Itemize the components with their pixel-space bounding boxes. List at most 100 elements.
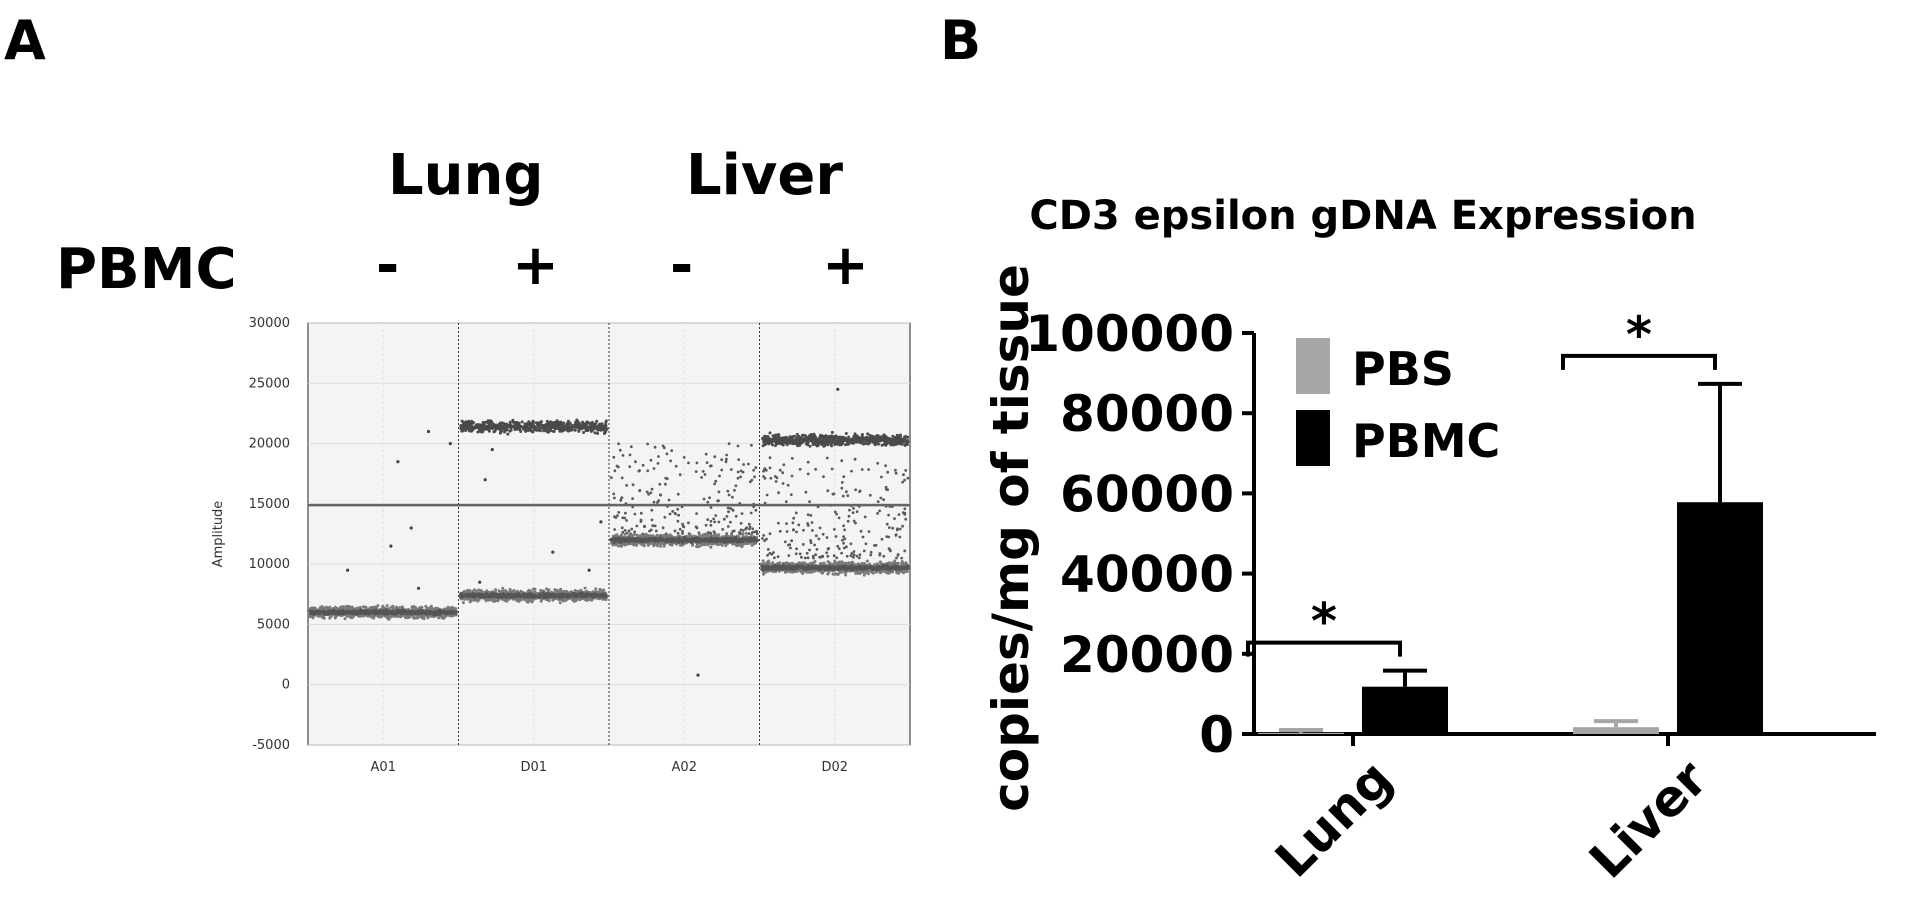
droplet-point — [595, 594, 599, 598]
droplet-point — [729, 520, 732, 524]
droplet-point — [497, 593, 501, 597]
droplet-point — [426, 615, 430, 619]
droplet-point — [635, 543, 639, 547]
droplet-point — [549, 422, 553, 426]
droplet-point — [448, 610, 451, 614]
droplet-point — [369, 610, 373, 614]
droplet-point — [670, 449, 674, 452]
droplet-point — [638, 469, 641, 472]
droplet-point — [709, 506, 713, 509]
droplet-point — [676, 507, 680, 511]
droplet-point — [516, 426, 520, 429]
droplet-point — [714, 514, 718, 517]
droplet-point — [639, 520, 643, 523]
droplet-point — [468, 600, 472, 604]
droplet-point — [649, 458, 653, 462]
droplet-point — [646, 442, 649, 446]
droplet-point — [478, 423, 482, 427]
droplet-point — [599, 425, 602, 428]
droplet-point — [508, 587, 512, 591]
droplet-point — [312, 606, 316, 610]
droplet-point — [587, 568, 591, 572]
droplet-point — [464, 420, 468, 424]
droplet-point — [650, 508, 654, 512]
droplet-point — [613, 528, 616, 531]
droplet-point — [630, 527, 634, 531]
droplet-point — [526, 600, 530, 604]
droplet-point — [713, 520, 717, 524]
droplet-point — [422, 617, 426, 621]
droplet-point — [697, 532, 701, 536]
droplet-point — [463, 426, 467, 430]
droplet-point — [722, 517, 726, 521]
droplet-point — [604, 419, 608, 423]
droplet-point — [341, 608, 345, 612]
droplet-point — [709, 523, 713, 527]
droplet-point — [476, 599, 480, 603]
droplet-point — [669, 459, 672, 463]
droplet-point — [631, 497, 634, 500]
droplet-point — [426, 429, 431, 434]
droplet-point — [656, 462, 660, 465]
droplet-point — [747, 522, 751, 526]
droplet-point — [566, 423, 569, 427]
droplet-point — [629, 445, 633, 449]
droplet-point — [361, 610, 365, 614]
droplet-point — [704, 452, 708, 456]
droplet-point — [545, 429, 549, 432]
droplet-point — [426, 610, 430, 614]
droplet-point — [657, 455, 660, 458]
droplet-point — [737, 458, 741, 461]
droplet-point — [595, 419, 599, 423]
droplet-point — [589, 423, 593, 427]
droplet-point — [622, 542, 626, 546]
droplet-point — [311, 616, 315, 620]
droplet-point — [713, 455, 717, 459]
droplet-point — [308, 615, 312, 619]
droplet-point — [500, 421, 504, 425]
droplet-point — [741, 529, 745, 532]
droplet-point — [655, 544, 659, 548]
droplet-point — [650, 487, 654, 491]
droplet-point — [745, 526, 748, 530]
droplet-point — [695, 512, 698, 515]
droplet-point — [364, 605, 368, 609]
droplet-point — [376, 604, 380, 608]
droplet-point — [308, 607, 312, 611]
droplet-point — [434, 611, 438, 615]
droplet-point — [517, 599, 521, 603]
droplet-point — [738, 532, 742, 536]
droplet-point — [702, 497, 706, 501]
droplet-point — [559, 427, 563, 431]
droplet-point — [712, 534, 716, 538]
droplet-point — [731, 495, 734, 499]
droplet-point — [727, 510, 730, 514]
droplet-point — [542, 429, 546, 433]
droplet-point — [749, 536, 753, 540]
droplet-point — [687, 521, 690, 525]
droplet-point — [653, 524, 657, 528]
droplet-point — [752, 468, 755, 472]
droplet-point — [677, 513, 680, 517]
droplet-point — [665, 452, 669, 456]
droplet-point — [400, 611, 404, 615]
droplet-point — [511, 420, 515, 424]
droplet-point — [661, 526, 665, 530]
droplet-point — [309, 609, 313, 613]
droplet-point — [494, 588, 498, 592]
droplet-point — [614, 516, 618, 519]
droplet-point — [755, 532, 759, 536]
droplet-point — [671, 510, 675, 513]
droplet-point — [631, 483, 635, 487]
droplet-point — [542, 425, 546, 429]
droplet-point — [598, 587, 602, 591]
droplet-point — [349, 610, 353, 614]
droplet-point — [726, 525, 730, 528]
droplet-point — [647, 542, 651, 546]
droplet-point — [469, 593, 473, 597]
droplet-point — [725, 457, 728, 461]
droplet-point — [594, 425, 598, 429]
droplet-point — [736, 470, 740, 474]
droplet-point — [613, 496, 616, 500]
